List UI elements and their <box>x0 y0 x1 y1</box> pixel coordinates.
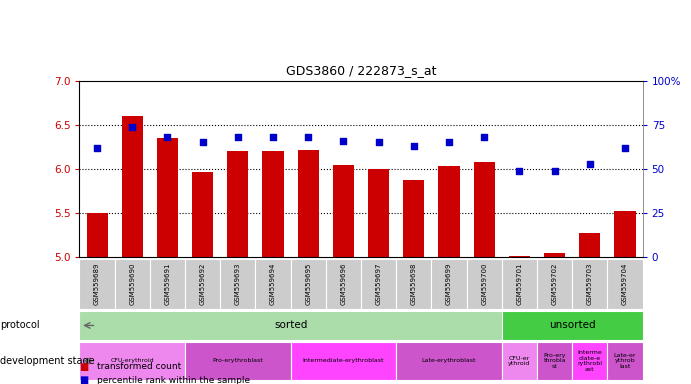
Text: Intermediate-erythroblast: Intermediate-erythroblast <box>303 358 384 364</box>
Point <box>91 145 102 151</box>
Bar <box>537 259 572 309</box>
Text: GSM559701: GSM559701 <box>516 263 522 305</box>
Bar <box>368 169 389 257</box>
Text: CFU-erythroid: CFU-erythroid <box>111 358 154 364</box>
Point <box>267 134 278 140</box>
Text: GSM559692: GSM559692 <box>200 263 206 305</box>
Bar <box>404 180 424 257</box>
Text: Late-erythroblast: Late-erythroblast <box>422 358 476 364</box>
Bar <box>79 259 115 309</box>
Bar <box>439 166 460 257</box>
Bar <box>537 342 572 380</box>
Point <box>408 143 419 149</box>
Text: unsorted: unsorted <box>549 320 596 331</box>
Text: GSM559703: GSM559703 <box>587 263 593 305</box>
Text: protocol: protocol <box>0 320 39 331</box>
Bar <box>298 149 319 257</box>
Bar <box>396 259 431 309</box>
Bar <box>227 151 248 257</box>
Text: sorted: sorted <box>274 320 307 331</box>
Text: GSM559690: GSM559690 <box>129 263 135 305</box>
Text: GSM559697: GSM559697 <box>376 263 381 305</box>
Bar <box>473 162 495 257</box>
Bar <box>431 259 466 309</box>
Bar <box>607 342 643 380</box>
Bar <box>291 342 396 380</box>
Text: GSM559700: GSM559700 <box>481 263 487 305</box>
Text: Pro-erythroblast: Pro-erythroblast <box>212 358 263 364</box>
Bar <box>192 172 214 257</box>
Bar <box>466 259 502 309</box>
Bar <box>502 259 537 309</box>
Point <box>620 145 631 151</box>
Bar <box>150 259 185 309</box>
Text: GSM559704: GSM559704 <box>622 263 628 305</box>
Point <box>338 137 349 144</box>
Text: GSM559693: GSM559693 <box>235 263 241 305</box>
Text: transformed count: transformed count <box>97 362 181 371</box>
Text: percentile rank within the sample: percentile rank within the sample <box>97 376 250 384</box>
Bar <box>607 259 643 309</box>
Bar <box>157 138 178 257</box>
Text: GDS3860 / 222873_s_at: GDS3860 / 222873_s_at <box>286 64 436 77</box>
Text: ■: ■ <box>79 362 88 372</box>
Bar <box>256 259 291 309</box>
Bar <box>509 255 530 257</box>
Bar <box>220 259 256 309</box>
Point <box>479 134 490 140</box>
Bar <box>185 342 291 380</box>
Bar <box>122 116 143 257</box>
Point <box>162 134 173 140</box>
Text: Late-er
ythrob
last: Late-er ythrob last <box>614 353 636 369</box>
Bar <box>79 311 502 340</box>
Bar <box>115 259 150 309</box>
Bar <box>544 253 565 257</box>
Text: development stage: development stage <box>0 356 95 366</box>
Text: GSM559699: GSM559699 <box>446 263 452 305</box>
Point <box>232 134 243 140</box>
Point <box>126 124 138 130</box>
Bar <box>579 233 600 257</box>
Point <box>197 139 208 146</box>
Bar <box>572 342 607 380</box>
Point <box>585 161 596 167</box>
Bar <box>291 259 326 309</box>
Text: GSM559691: GSM559691 <box>164 263 171 305</box>
Text: GSM559695: GSM559695 <box>305 263 311 305</box>
Bar <box>614 211 636 257</box>
Bar <box>333 165 354 257</box>
Bar <box>86 213 108 257</box>
Bar <box>396 342 502 380</box>
Point <box>373 139 384 146</box>
Text: GSM559702: GSM559702 <box>551 263 558 305</box>
Point <box>303 134 314 140</box>
Text: ■: ■ <box>79 375 88 384</box>
Bar <box>361 259 396 309</box>
Bar <box>326 259 361 309</box>
Text: GSM559689: GSM559689 <box>94 263 100 305</box>
Bar <box>502 342 537 380</box>
Text: Interme
diate-e
rythrobl
ast: Interme diate-e rythrobl ast <box>578 350 603 372</box>
Bar <box>502 311 643 340</box>
Bar <box>263 151 283 257</box>
Text: GSM559694: GSM559694 <box>270 263 276 305</box>
Bar <box>79 342 185 380</box>
Bar <box>185 259 220 309</box>
Point <box>549 168 560 174</box>
Point <box>514 168 525 174</box>
Text: GSM559696: GSM559696 <box>341 263 346 305</box>
Point <box>444 139 455 146</box>
Text: Pro-ery
throbla
st: Pro-ery throbla st <box>543 353 566 369</box>
Text: CFU-er
ythroid: CFU-er ythroid <box>509 356 531 366</box>
Bar <box>572 259 607 309</box>
Text: GSM559698: GSM559698 <box>411 263 417 305</box>
